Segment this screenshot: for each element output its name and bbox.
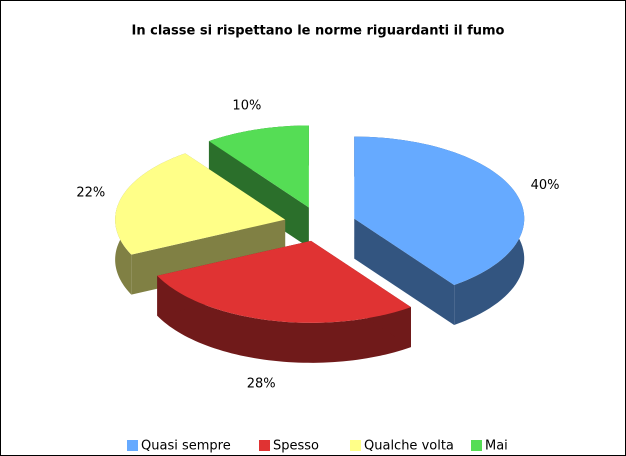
legend-swatch: [259, 440, 270, 451]
slice: [354, 136, 525, 325]
legend-label: Quasi sempre: [141, 439, 231, 454]
legend-swatch: [127, 440, 138, 451]
slice-top: [208, 125, 309, 208]
slice-top: [157, 240, 411, 323]
slice-top: [115, 153, 286, 255]
slice: [115, 153, 286, 295]
legend-label: Qualche volta: [364, 439, 454, 454]
data-label: 40%: [531, 178, 560, 193]
data-label: 22%: [76, 186, 105, 201]
data-label: 10%: [232, 99, 261, 114]
chart-title: In classe si rispettano le norme riguard…: [132, 24, 505, 39]
slice-side: [157, 275, 411, 363]
data-label: 28%: [247, 377, 276, 392]
legend-swatch: [471, 440, 482, 451]
legend-swatch: [350, 440, 361, 451]
slice: [157, 240, 411, 363]
legend-label: Mai: [485, 439, 508, 454]
slice-top: [354, 136, 525, 285]
legend-label: Spesso: [273, 439, 319, 454]
slice-cut: [354, 218, 455, 325]
